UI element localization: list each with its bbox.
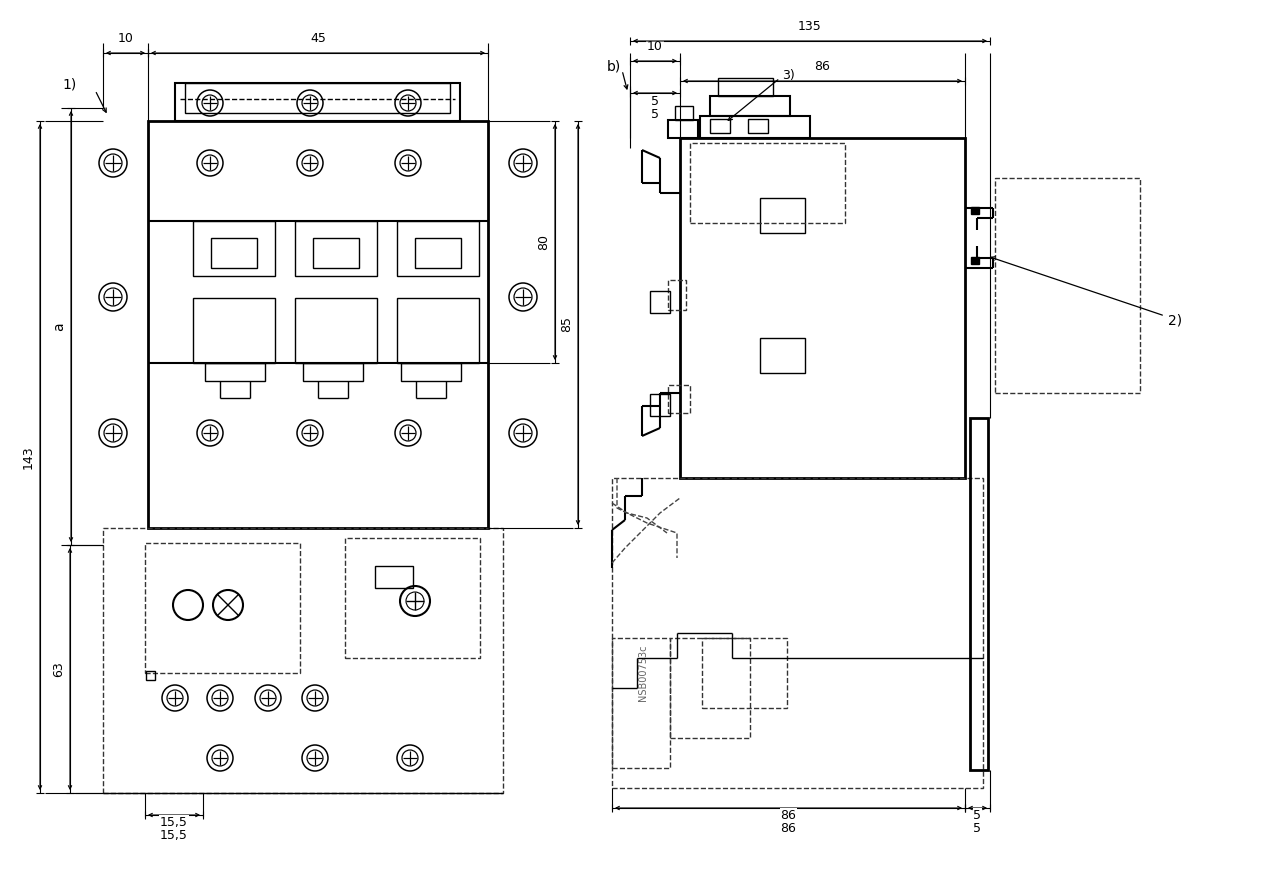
Bar (175, 83, 460, 121)
Bar (211, 238, 257, 268)
Bar (760, 198, 805, 233)
Bar (314, 238, 358, 268)
Bar (193, 221, 275, 276)
Text: a: a (52, 322, 67, 331)
Text: 143: 143 (22, 445, 35, 469)
Bar (690, 143, 845, 223)
Text: 2): 2) (1169, 313, 1183, 327)
Bar (294, 298, 378, 363)
Bar (650, 291, 669, 313)
Bar (995, 178, 1140, 393)
Text: 135: 135 (799, 20, 822, 33)
Bar (148, 121, 488, 528)
Text: 1): 1) (61, 78, 77, 92)
Bar (710, 119, 730, 133)
Bar (669, 638, 750, 738)
Text: 86: 86 (781, 809, 796, 822)
Bar (700, 116, 810, 138)
Bar (346, 538, 480, 658)
Text: 86: 86 (781, 822, 796, 835)
Text: 85: 85 (561, 317, 573, 333)
Text: 5: 5 (974, 822, 982, 835)
Text: 5: 5 (652, 108, 659, 121)
Bar (397, 298, 479, 363)
Bar (205, 363, 265, 381)
Text: NSB00753c: NSB00753c (637, 645, 648, 701)
Bar (146, 671, 155, 680)
Bar (612, 638, 669, 768)
Bar (102, 528, 503, 793)
Bar (401, 363, 461, 381)
Text: 86: 86 (814, 60, 831, 73)
Bar (710, 96, 790, 116)
Text: 5: 5 (974, 809, 982, 822)
Text: 80: 80 (538, 234, 550, 250)
Text: 63: 63 (52, 661, 65, 677)
Bar (680, 138, 965, 478)
Bar (675, 106, 692, 120)
Bar (748, 119, 768, 133)
Text: 15,5: 15,5 (160, 829, 188, 842)
Text: 15,5: 15,5 (160, 816, 188, 829)
Bar (397, 221, 479, 276)
Bar (145, 543, 300, 673)
Bar (294, 221, 378, 276)
Text: 45: 45 (310, 32, 326, 45)
Bar (186, 83, 451, 113)
Bar (303, 363, 364, 381)
Bar (612, 478, 983, 788)
Bar (415, 238, 461, 268)
Text: 5: 5 (652, 95, 659, 108)
Bar (718, 78, 773, 96)
Text: 3): 3) (782, 70, 795, 83)
Text: 10: 10 (118, 32, 133, 45)
Bar (668, 385, 690, 413)
Bar (972, 257, 979, 264)
Bar (972, 207, 979, 214)
Bar (668, 120, 698, 138)
Bar (760, 338, 805, 373)
Bar (193, 298, 275, 363)
Text: 10: 10 (648, 40, 663, 53)
Bar (668, 280, 686, 310)
Bar (375, 566, 413, 588)
Bar (701, 638, 787, 708)
Bar (970, 418, 988, 770)
Bar (650, 394, 669, 416)
Text: b): b) (607, 59, 621, 73)
